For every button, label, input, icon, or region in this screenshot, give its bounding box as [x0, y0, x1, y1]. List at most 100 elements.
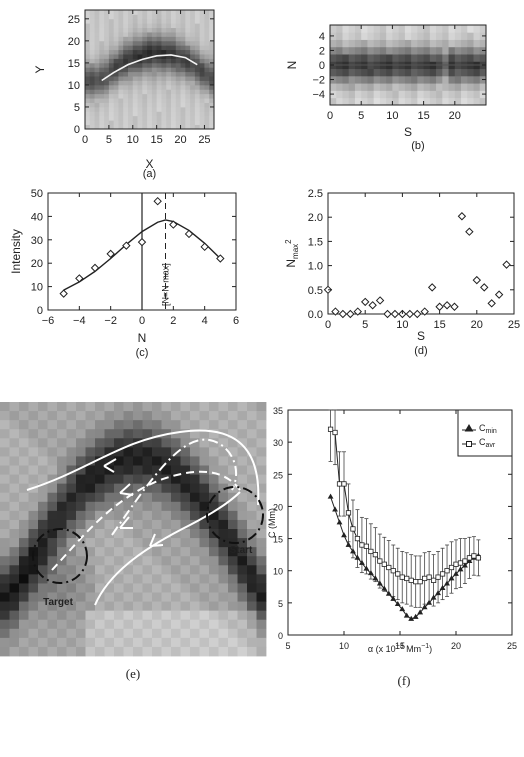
heatmap-cell: [85, 84, 91, 90]
heatmap-cell: [28, 592, 39, 602]
x-tick-label: −4: [73, 315, 86, 327]
heatmap-cell: [123, 538, 134, 548]
heatmap-cell: [0, 447, 10, 457]
heatmap-cell: [47, 474, 58, 485]
heatmap-cell: [161, 574, 172, 584]
panel-c-points: [59, 196, 225, 298]
heatmap-cell: [38, 628, 48, 639]
heatmap-cell: [373, 75, 381, 84]
heatmap-cell: [132, 89, 138, 95]
heatmap-cell: [147, 40, 153, 46]
heatmap-cell: [66, 447, 77, 457]
heatmap-cell: [190, 601, 200, 612]
heatmap-cell: [436, 32, 443, 40]
heatmap-cell: [256, 565, 267, 575]
heatmap-cell: [38, 619, 48, 630]
data-point-cavr: [466, 555, 473, 561]
heatmap-cell: [171, 492, 181, 503]
heatmap-cell: [113, 115, 119, 121]
heatmap-cell: [166, 111, 172, 117]
heatmap-cell: [137, 10, 143, 15]
heatmap-cell: [180, 556, 191, 566]
heatmap-cell: [104, 592, 115, 602]
heatmap-cell: [118, 93, 124, 99]
heatmap-cell: [166, 58, 172, 64]
heatmap-cell: [123, 565, 134, 575]
heatmap-cell: [190, 547, 200, 557]
heatmap-cell: [89, 102, 95, 108]
heatmap-cell: [85, 32, 91, 37]
heatmap-cell: [209, 80, 215, 86]
heatmap-cell: [256, 438, 267, 448]
heatmap-cell: [142, 14, 148, 20]
heatmap-cell: [247, 583, 257, 593]
heatmap-cell: [137, 67, 143, 73]
heatmap-cell: [199, 18, 205, 24]
heatmap-cell: [166, 40, 172, 46]
heatmap-cell: [151, 93, 158, 99]
heatmap-cell: [190, 610, 200, 621]
heatmap-cell: [85, 411, 96, 421]
heatmap-cell: [137, 84, 143, 90]
heatmap-cell: [247, 411, 257, 421]
heatmap-cell: [209, 501, 219, 512]
heatmap-cell: [132, 67, 138, 73]
heatmap-cell: [180, 10, 186, 15]
heatmap-cell: [199, 447, 210, 457]
heatmap-cell: [190, 574, 200, 584]
heatmap-cell: [386, 39, 393, 48]
heatmap-cell: [342, 54, 350, 62]
heatmap-cell: [142, 89, 148, 95]
heatmap-cell: [132, 58, 138, 64]
heatmap-cell: [386, 83, 393, 91]
heatmap-cell: [95, 529, 105, 539]
heatmap-cell: [94, 67, 100, 73]
heatmap-cell: [404, 90, 412, 99]
heatmap-cell: [194, 36, 201, 42]
heatmap-cell: [417, 90, 424, 99]
heatmap-cell: [209, 556, 219, 566]
heatmap-cell: [171, 111, 177, 117]
heatmap-cell: [237, 501, 248, 512]
heatmap-cell: [199, 510, 210, 521]
heatmap-cell: [123, 80, 129, 86]
heatmap-cell: [367, 46, 375, 55]
heatmap-cell: [142, 80, 148, 86]
heatmap-cell: [373, 54, 381, 62]
heatmap-cell: [417, 83, 424, 91]
heatmap-cell: [133, 483, 143, 494]
heatmap-cell: [256, 483, 267, 494]
heatmap-cell: [171, 465, 181, 475]
panel-e-arrow-icon: [119, 483, 134, 496]
heatmap-cell: [89, 10, 95, 15]
heatmap-cell: [66, 492, 77, 503]
heatmap-cell: [194, 84, 201, 90]
heatmap-cell: [417, 25, 424, 33]
heatmap-cell: [237, 628, 248, 639]
heatmap-cell: [57, 492, 67, 503]
heatmap-cell: [104, 76, 110, 81]
heatmap-cell: [436, 68, 443, 77]
heatmap-cell: [190, 538, 200, 548]
heatmap-cell: [199, 610, 210, 621]
heatmap-cell: [354, 39, 362, 48]
heatmap-cell: [152, 592, 162, 602]
heatmap-cell: [180, 519, 191, 530]
heatmap-cell: [209, 23, 215, 29]
heatmap-cell: [237, 637, 248, 648]
heatmap-cell: [417, 32, 424, 40]
heatmap-cell: [113, 120, 119, 125]
data-point-cavr: [359, 542, 365, 548]
heatmap-cell: [379, 83, 387, 91]
heatmap-cell: [379, 39, 387, 48]
y-tick-label: 40: [31, 211, 43, 223]
heatmap-cell: [190, 23, 196, 29]
heatmap-cell: [342, 75, 350, 84]
heatmap-cell: [161, 510, 172, 521]
heatmap-cell: [47, 492, 58, 503]
heatmap-cell: [95, 601, 105, 612]
heatmap-cell: [113, 102, 119, 108]
heatmap-cell: [85, 637, 96, 648]
heatmap-cell: [161, 18, 167, 24]
heatmap-cell: [180, 510, 191, 521]
